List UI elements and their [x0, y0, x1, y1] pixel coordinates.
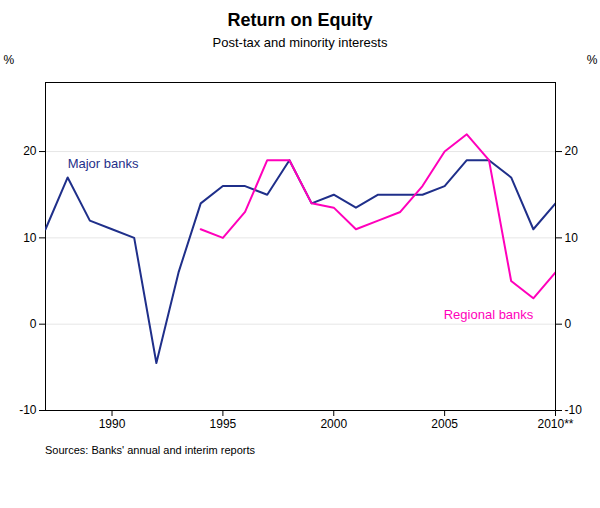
svg-text:20: 20 — [565, 144, 579, 158]
svg-text:1995: 1995 — [210, 417, 237, 431]
svg-text:10: 10 — [565, 231, 579, 245]
svg-text:0: 0 — [30, 317, 37, 331]
html-text:Post-tax and minority interest: Post-tax and minority interests — [212, 35, 388, 50]
svg-text:2000: 2000 — [320, 417, 347, 431]
svg-text:%: % — [4, 53, 15, 67]
svg-text:%: % — [587, 53, 598, 67]
svg-text:2005: 2005 — [431, 417, 458, 431]
html-text:Sources: Banks' annual and int: Sources: Banks' annual and interim repor… — [45, 444, 255, 456]
svg-text:1990: 1990 — [99, 417, 126, 431]
svg-text:Regional banks: Regional banks — [444, 307, 534, 322]
svg-text:20: 20 — [23, 144, 37, 158]
svg-text:Major banks: Major banks — [68, 156, 139, 171]
svg-text:0: 0 — [565, 317, 572, 331]
svg-text:10: 10 — [23, 231, 37, 245]
svg-text:-10: -10 — [19, 403, 37, 417]
svg-text:-10: -10 — [565, 403, 583, 417]
html-text:Return on Equity: Return on Equity — [227, 10, 373, 30]
svg-text:2010**: 2010** — [537, 417, 573, 431]
